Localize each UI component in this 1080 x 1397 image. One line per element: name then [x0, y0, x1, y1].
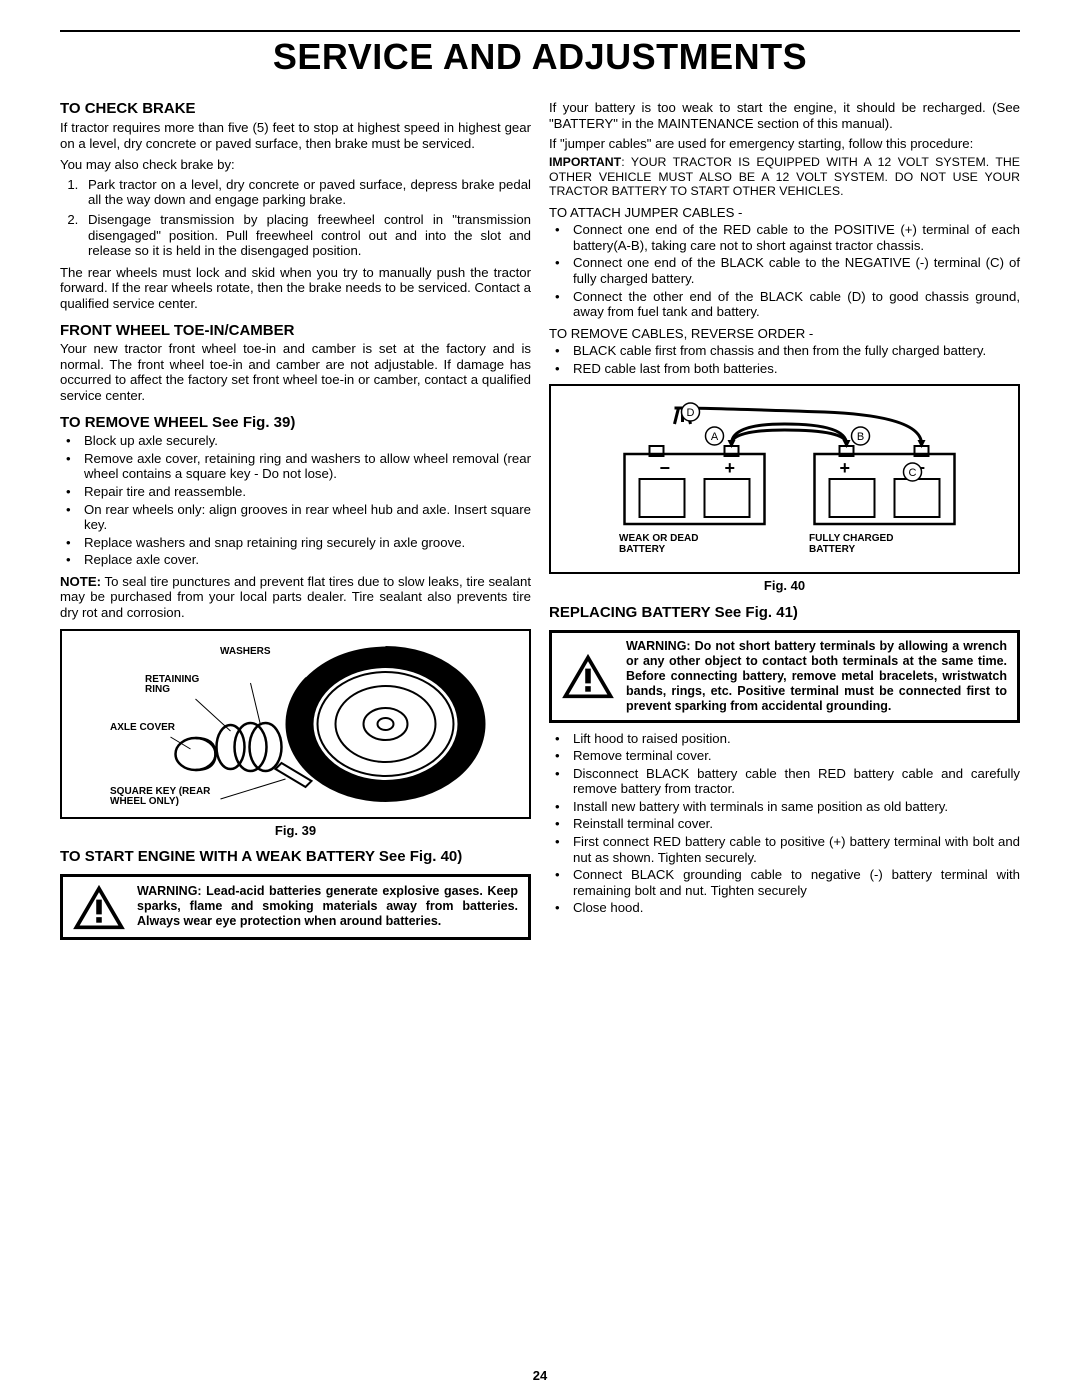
remove-wheel-list: Block up axle securely. Remove axle cove… — [84, 433, 531, 568]
label-axle: AXLE COVER — [110, 723, 175, 734]
warning-text: WARNING: Lead-acid batteries generate ex… — [137, 884, 518, 929]
remove-cables-heading: TO REMOVE CABLES, REVERSE ORDER - — [549, 326, 1020, 342]
list-item: RED cable last from both batteries. — [573, 361, 1020, 377]
heading-check-brake: To Check Brake — [60, 100, 531, 118]
svg-text:−: − — [660, 458, 671, 478]
fig40-caption: Fig. 40 — [549, 578, 1020, 593]
list-item: Connect one end of the BLACK cable to th… — [573, 255, 1020, 286]
top-rule — [60, 30, 1020, 32]
left-column: To Check Brake If tractor requires more … — [60, 90, 531, 939]
warning-text-replace: WARNING: Do not short battery terminals … — [626, 639, 1007, 714]
right-p2: If "jumper cables" are used for emergenc… — [549, 136, 1020, 152]
label-weak: WEAK OR DEADBATTERY — [619, 534, 698, 555]
heading-remove-wheel: TO REMOVE WHEEL See Fig. 39) — [60, 414, 531, 432]
list-item: Replace washers and snap retaining ring … — [84, 535, 531, 551]
right-column: If your battery is too weak to start the… — [549, 90, 1020, 939]
figure-40-box: − + + − — [549, 384, 1020, 574]
toein-p1: Your new tractor front wheel toe-in and … — [60, 341, 531, 403]
list-item: Repair tire and reassemble. — [84, 484, 531, 500]
list-item: Connect one end of the RED cable to the … — [573, 222, 1020, 253]
attach-heading: TO ATTACH JUMPER CABLES - — [549, 205, 1020, 221]
page-title: SERVICE AND ADJUSTMENTS — [60, 36, 1020, 78]
list-item: Block up axle securely. — [84, 433, 531, 449]
heading-toein: FRONT WHEEL TOE-IN/CAMBER — [60, 322, 531, 340]
label-square: SQUARE KEY (REARWHEEL ONLY) — [110, 787, 210, 808]
figure-39-box: WASHERS RETAININGRING AXLE COVER SQUARE … — [60, 629, 531, 819]
list-item: Remove terminal cover. — [573, 748, 1020, 764]
list-item: On rear wheels only: align grooves in re… — [84, 502, 531, 533]
warn-label: WARNING — [137, 884, 197, 898]
warning-box-lead-acid: WARNING: Lead-acid batteries generate ex… — [60, 874, 531, 940]
label-full: FULLY CHARGEDBATTERY — [809, 534, 893, 555]
list-item: Lift hood to raised position. — [573, 731, 1020, 747]
brake-p3: The rear wheels must lock and skid when … — [60, 265, 531, 312]
brake-p2: You may also check brake by: — [60, 157, 531, 173]
list-item: Close hood. — [573, 900, 1020, 916]
list-item: Disconnect BLACK battery cable then RED … — [573, 766, 1020, 797]
attach-list: Connect one end of the RED cable to the … — [573, 222, 1020, 319]
svg-text:C: C — [909, 467, 917, 479]
svg-text:A: A — [711, 431, 719, 443]
svg-text:+: + — [840, 458, 851, 478]
list-item: Install new battery with terminals in sa… — [573, 799, 1020, 815]
svg-text:D: D — [687, 407, 695, 419]
warning-icon — [71, 883, 127, 931]
brake-step-2: Disengage transmission by placing freewh… — [82, 212, 531, 259]
label-retaining: RETAININGRING — [145, 675, 199, 696]
list-item: Remove axle cover, retaining ring and wa… — [84, 451, 531, 482]
right-important: IMPORTANT: YOUR TRACTOR IS EQUIPPED WITH… — [549, 155, 1020, 199]
note-text: To seal tire punctures and prevent flat … — [60, 574, 531, 620]
list-item: First connect RED battery cable to posit… — [573, 834, 1020, 865]
imp-label: IMPORTANT — [549, 155, 621, 169]
list-item: BLACK cable first from chassis and then … — [573, 343, 1020, 359]
page-number: 24 — [0, 1368, 1080, 1383]
warning-icon — [560, 652, 616, 700]
brake-step-1: Park tractor on a level, dry concrete or… — [82, 177, 531, 208]
remove-cables-list: BLACK cable first from chassis and then … — [573, 343, 1020, 376]
svg-text:B: B — [857, 431, 864, 443]
svg-text:+: + — [725, 458, 736, 478]
brake-steps: Park tractor on a level, dry concrete or… — [82, 177, 531, 259]
fig39-caption: Fig. 39 — [60, 823, 531, 838]
label-washers: WASHERS — [220, 647, 271, 658]
list-item: Connect the other end of the BLACK cable… — [573, 289, 1020, 320]
content-columns: To Check Brake If tractor requires more … — [60, 90, 1020, 939]
figure-40-diagram: − + + − — [559, 394, 1010, 564]
replace-list: Lift hood to raised position. Remove ter… — [573, 731, 1020, 916]
heading-remove-wheel-text: TO REMOVE WHEEL See Fig. 39) — [60, 414, 295, 431]
figure-39-diagram: WASHERS RETAININGRING AXLE COVER SQUARE … — [70, 639, 521, 809]
heading-weak-battery: TO START ENGINE WITH A WEAK BATTERY See … — [60, 848, 531, 866]
remove-note: NOTE: To seal tire punctures and prevent… — [60, 574, 531, 621]
heading-replace-battery: REPLACING BATTERY See Fig. 41) — [549, 604, 1020, 622]
warning-box-replace: WARNING: Do not short battery terminals … — [549, 630, 1020, 723]
list-item: Connect BLACK grounding cable to negativ… — [573, 867, 1020, 898]
list-item: Reinstall terminal cover. — [573, 816, 1020, 832]
brake-p1: If tractor requires more than five (5) f… — [60, 120, 531, 151]
note-label: NOTE: — [60, 574, 101, 589]
right-p1: If your battery is too weak to start the… — [549, 100, 1020, 131]
list-item: Replace axle cover. — [84, 552, 531, 568]
